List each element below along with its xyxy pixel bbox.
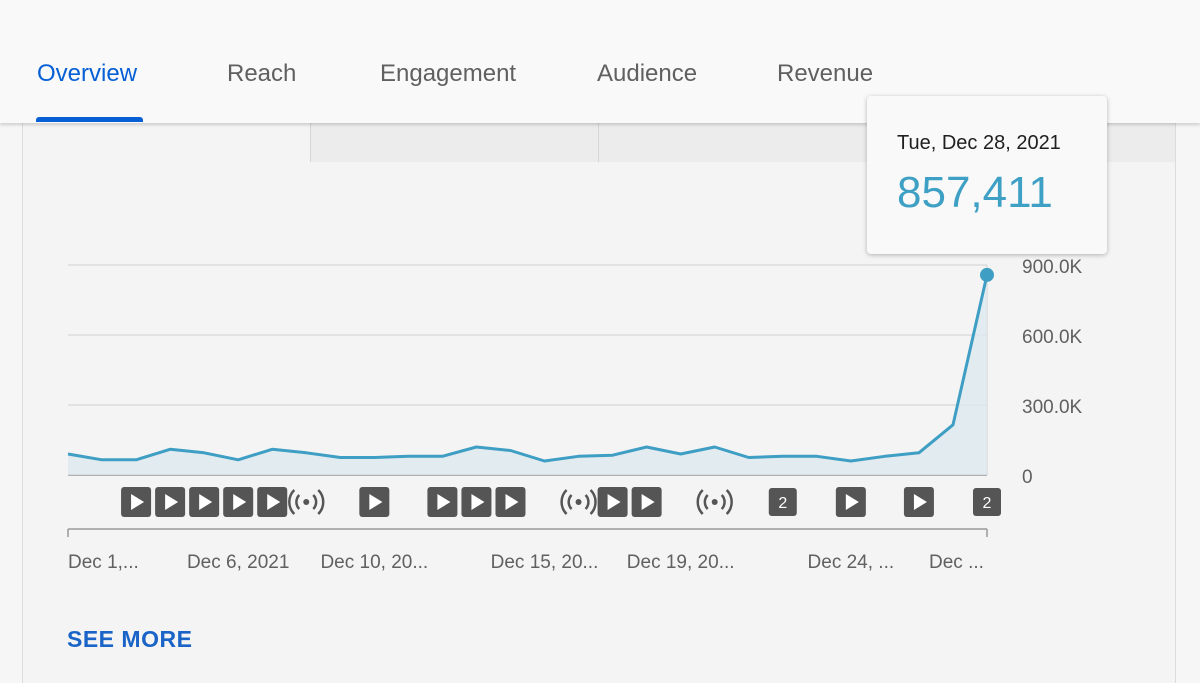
tooltip-value: 857,411 [897, 168, 1053, 217]
live-dot [711, 499, 718, 505]
live-wave [288, 489, 296, 515]
x-tick-label: Dec 1,... [68, 552, 139, 573]
play-glyph [369, 494, 383, 510]
play-glyph [199, 494, 213, 510]
live-wave [725, 489, 733, 515]
live-wave [720, 494, 726, 510]
live-wave [560, 489, 568, 515]
play-glyph [233, 494, 247, 510]
tab-reach[interactable]: Reach [227, 60, 297, 87]
series-area [68, 274, 987, 475]
video-published-icon [597, 487, 628, 517]
video-published-icon [189, 487, 220, 517]
live-wave [317, 489, 325, 515]
metric-tab-2[interactable] [310, 123, 599, 162]
video-published-icon [461, 487, 492, 517]
x-tick-label: Dec ... [929, 552, 984, 573]
live-wave [696, 489, 704, 515]
y-tick-label: 300.0K [1022, 397, 1083, 418]
live-dot [575, 499, 582, 505]
live-stream-icon [560, 489, 597, 515]
live-wave [312, 494, 318, 510]
tab-overview[interactable]: Overview [37, 60, 138, 87]
multiple-videos-icon: 2 [768, 488, 797, 516]
play-glyph [165, 494, 179, 510]
live-wave [584, 494, 590, 510]
tab-engagement[interactable]: Engagement [380, 60, 517, 87]
video-published-icon [257, 487, 288, 517]
x-tick-label: Dec 19, 20... [627, 552, 735, 573]
live-wave [703, 494, 709, 510]
series-line [67, 274, 989, 463]
x-tick-label: Dec 15, 20... [491, 552, 599, 573]
play-glyph [607, 494, 621, 510]
tab-audience[interactable]: Audience [597, 60, 698, 87]
multiple-videos-icon: 2 [973, 488, 1001, 516]
video-published-icon [495, 487, 526, 517]
count-label: 2 [778, 495, 787, 512]
play-glyph [131, 494, 145, 510]
active-tab-indicator [36, 117, 143, 122]
y-tick-label: 600.0K [1022, 327, 1083, 348]
live-wave [295, 494, 301, 510]
play-glyph [505, 494, 519, 510]
video-published-icon [631, 487, 662, 517]
x-tick-label: Dec 10, 20... [320, 552, 428, 573]
video-published-icon [835, 487, 866, 517]
video-published-icon [121, 487, 152, 517]
live-stream-icon [288, 489, 325, 515]
y-tick-label: 900.0K [1022, 257, 1083, 278]
video-published-icon [223, 487, 254, 517]
count-marker-box [768, 488, 797, 516]
live-dot [303, 499, 310, 505]
x-tick-label: Dec 24, ... [808, 552, 895, 573]
play-glyph [641, 494, 655, 510]
tab-revenue[interactable]: Revenue [777, 60, 874, 87]
count-marker-box [973, 488, 1001, 516]
play-glyph [471, 494, 485, 510]
tooltip-date: Tue, Dec 28, 2021 [897, 132, 1061, 154]
live-stream-icon [696, 489, 733, 515]
play-glyph [913, 494, 927, 510]
video-published-icon [359, 487, 390, 517]
chart-tooltip: Tue, Dec 28, 2021 857,411 [867, 96, 1107, 254]
play-glyph [437, 494, 451, 510]
live-wave [567, 494, 573, 510]
live-wave [589, 489, 597, 515]
play-glyph [267, 494, 281, 510]
analytics-tab-bar: Overview Reach Engagement Audience Reven… [0, 0, 1200, 123]
play-glyph [845, 494, 859, 510]
x-tick-label: Dec 6, 2021 [187, 552, 289, 573]
highlight-point [980, 267, 994, 282]
count-label: 2 [983, 495, 992, 512]
see-more-link[interactable]: SEE MORE [67, 626, 193, 652]
y-tick-label: 0 [1022, 467, 1033, 488]
video-published-icon [427, 487, 458, 517]
video-published-icon [903, 487, 934, 517]
video-published-icon [155, 487, 186, 517]
